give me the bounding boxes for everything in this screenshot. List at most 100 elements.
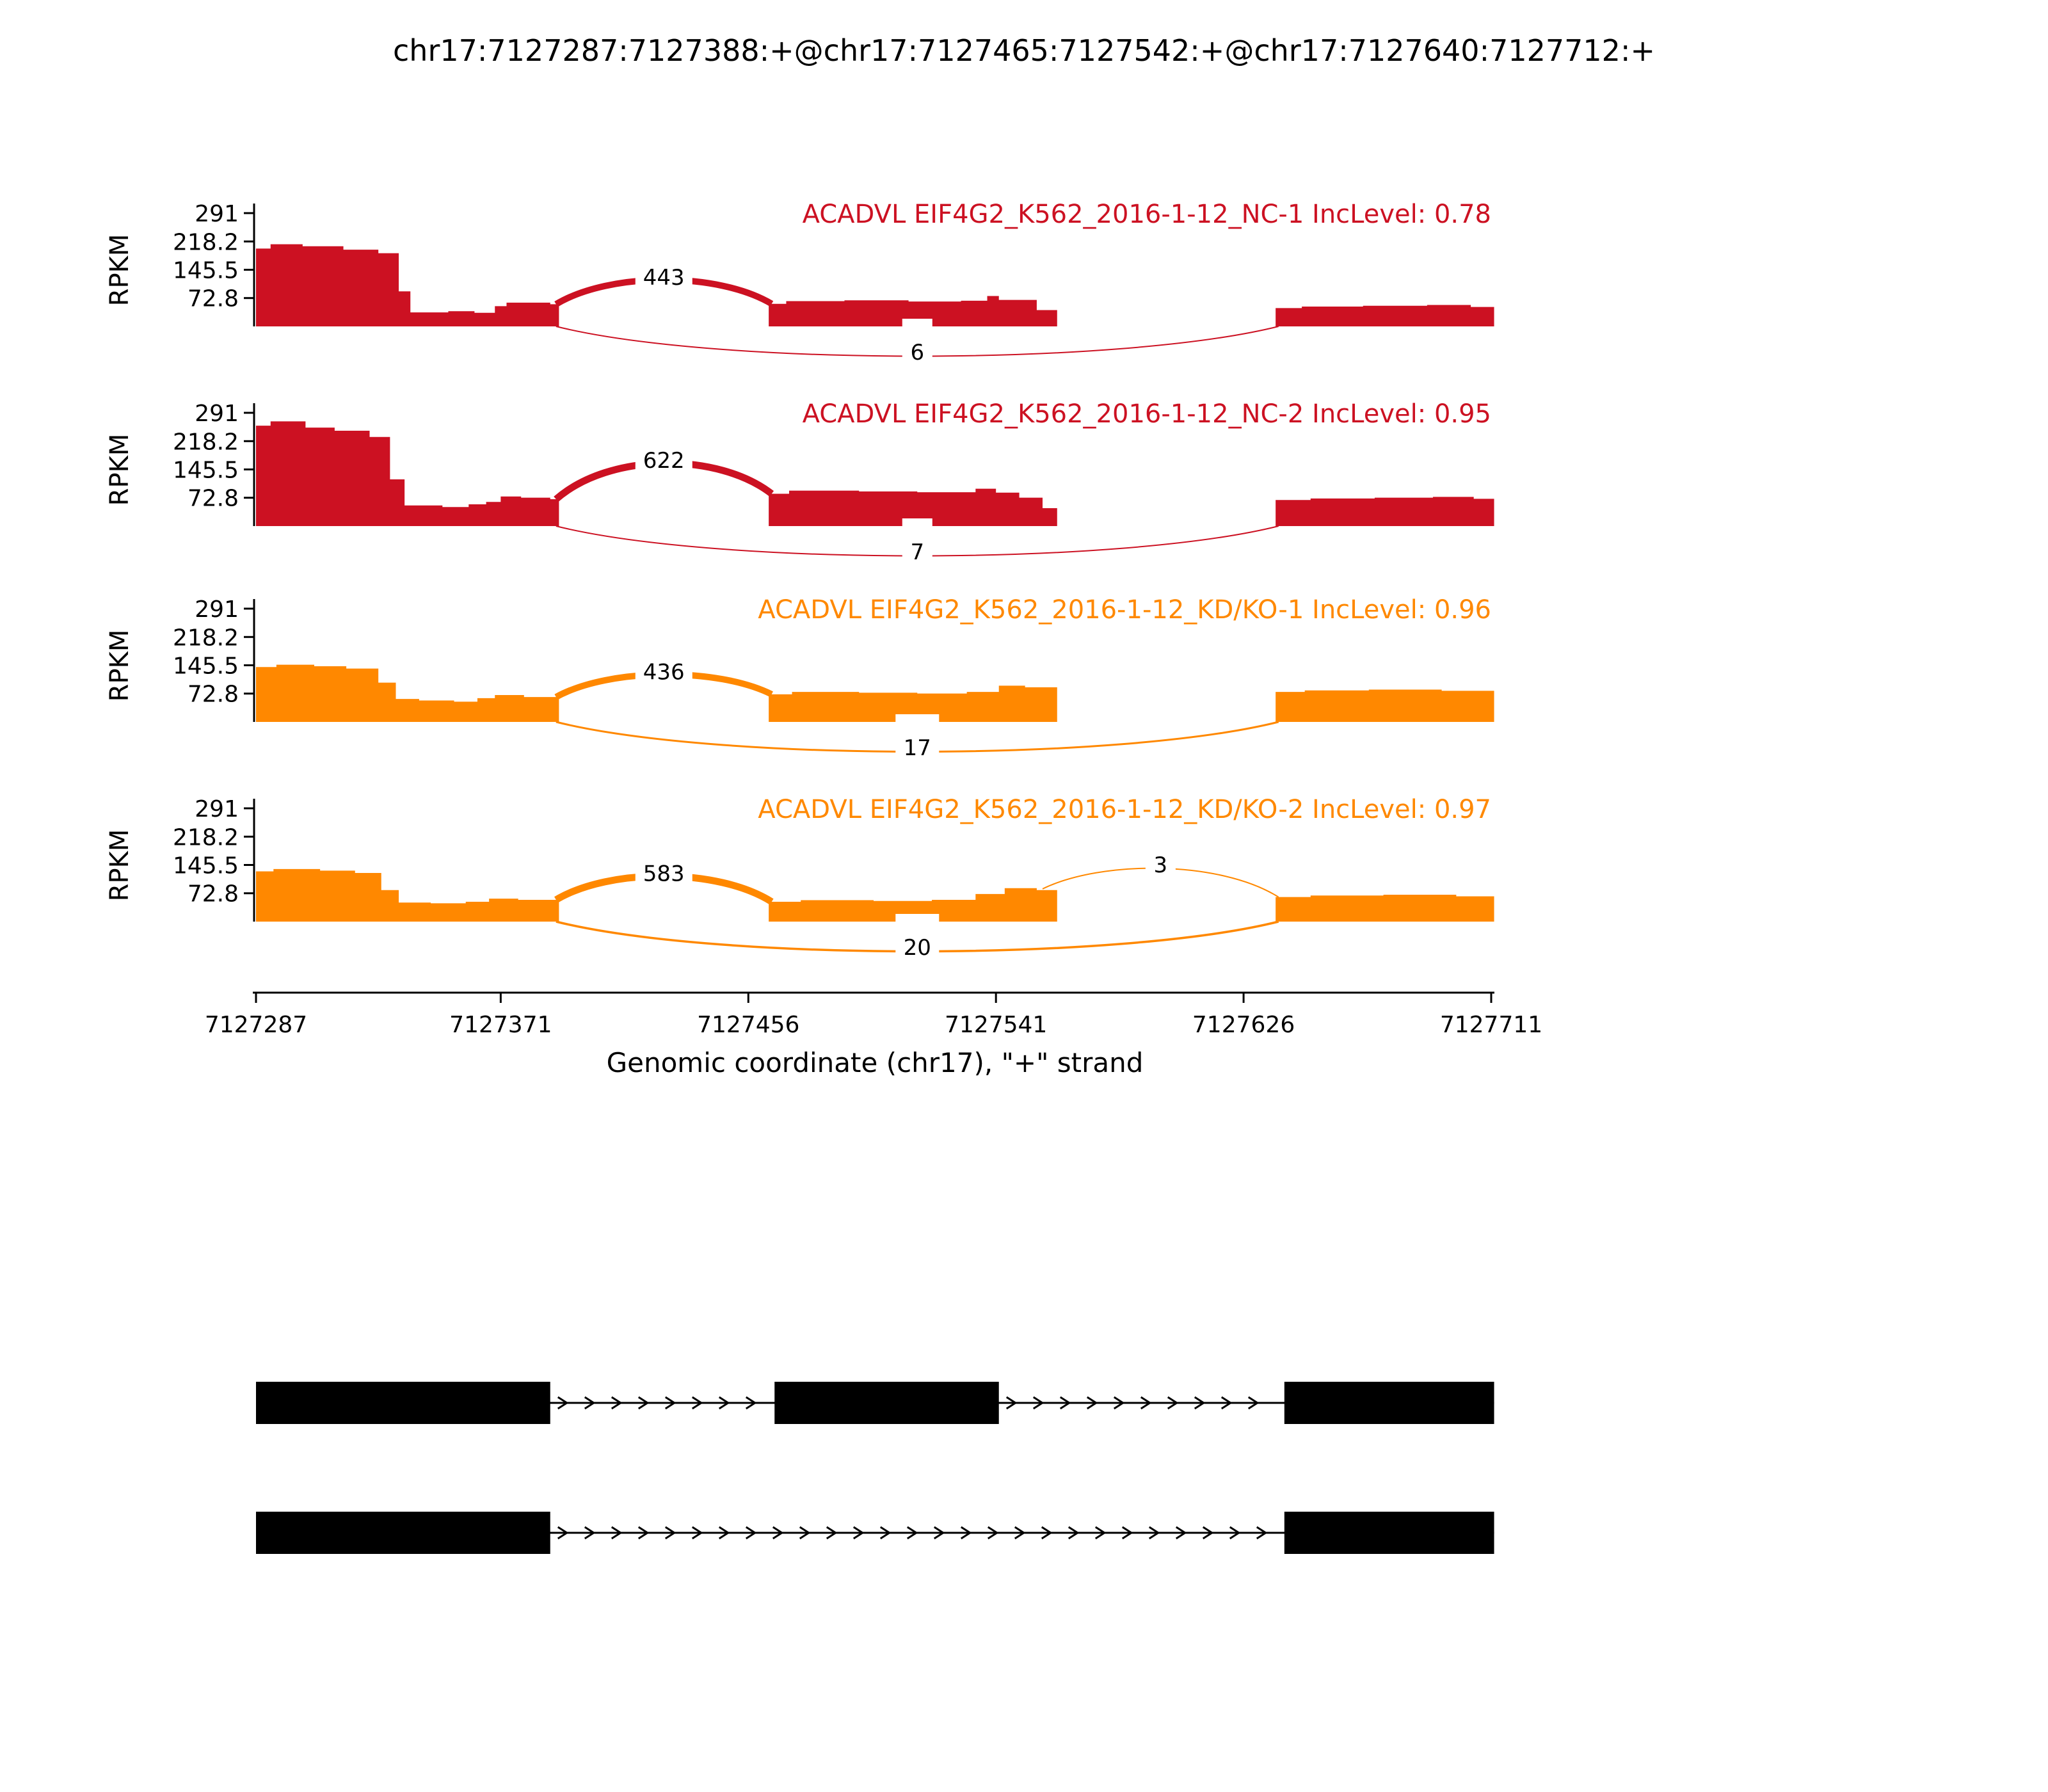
- coverage-area: [769, 888, 1057, 922]
- coverage-area: [256, 868, 559, 922]
- junction-count: 7: [910, 540, 924, 565]
- junction-count-bg: [895, 714, 940, 771]
- strand-arrow-icon: [1032, 1396, 1044, 1410]
- coverage-area: [1276, 689, 1494, 722]
- coverage-area: [769, 488, 1057, 526]
- track-label: ACADVL EIF4G2_K562_2016-1-12_NC-1 IncLev…: [803, 200, 1491, 229]
- strand-arrow-icon: [1041, 1526, 1053, 1540]
- strand-arrow-icon: [1194, 1396, 1206, 1410]
- y-tick-label: 218.2: [173, 824, 239, 851]
- x-tick-label: 7127711: [1440, 1012, 1542, 1038]
- junction-count-bg: [895, 914, 940, 970]
- coverage-area: [256, 664, 559, 722]
- exon-block: [256, 1382, 550, 1424]
- strand-arrow-icon: [987, 1526, 999, 1540]
- strand-arrow-icon: [1202, 1526, 1214, 1540]
- junction-count-bg: [902, 319, 932, 375]
- strand-arrow-icon: [960, 1526, 972, 1540]
- strand-arrow-icon: [637, 1526, 650, 1540]
- coverage-area: [256, 244, 559, 326]
- coverage-area: [1276, 497, 1494, 526]
- strand-arrow-icon: [718, 1396, 730, 1410]
- strand-arrow-icon: [1175, 1526, 1187, 1540]
- junction-count-bg: [1145, 848, 1176, 882]
- y-tick-label: 145.5: [173, 853, 239, 879]
- strand-arrow-icon: [664, 1526, 676, 1540]
- strand-arrow-icon: [1220, 1396, 1233, 1410]
- strand-arrow-icon: [852, 1526, 865, 1540]
- strand-arrow-icon: [1059, 1396, 1071, 1410]
- strand-arrow-icon: [1113, 1396, 1125, 1410]
- junction-count: 3: [1154, 852, 1168, 878]
- strand-arrow-icon: [745, 1526, 757, 1540]
- strand-arrow-icon: [557, 1396, 569, 1410]
- strand-arrow-icon: [584, 1396, 596, 1410]
- exon-block: [774, 1382, 999, 1424]
- junction-count: 20: [904, 935, 931, 961]
- track-label: ACADVL EIF4G2_K562_2016-1-12_KD/KO-1 Inc…: [758, 595, 1491, 625]
- plot-title: chr17:7127287:7127388:+@chr17:7127465:71…: [393, 33, 1655, 68]
- y-axis-title: RPKM: [105, 829, 134, 902]
- y-tick-label: 218.2: [173, 229, 239, 255]
- strand-arrow-icon: [637, 1396, 650, 1410]
- strand-arrow-icon: [826, 1526, 838, 1540]
- y-axis-title: RPKM: [105, 630, 134, 702]
- junction-count: 583: [643, 861, 685, 886]
- strand-arrow-icon: [1229, 1526, 1241, 1540]
- junction-count: 622: [643, 448, 685, 474]
- coverage-area: [1276, 895, 1494, 922]
- y-tick-label: 291: [195, 596, 239, 623]
- strand-arrow-icon: [772, 1526, 784, 1540]
- y-tick-label: 72.8: [188, 881, 239, 908]
- x-tick-label: 7127287: [205, 1012, 307, 1038]
- y-tick-label: 72.8: [188, 486, 239, 512]
- x-tick-label: 7127371: [449, 1012, 552, 1038]
- strand-arrow-icon: [1014, 1526, 1026, 1540]
- junction-count-bg: [635, 655, 692, 689]
- strand-arrow-icon: [745, 1396, 757, 1410]
- strand-arrow-icon: [718, 1526, 730, 1540]
- x-tick-label: 7127626: [1192, 1012, 1295, 1038]
- coverage-area: [1276, 305, 1494, 326]
- y-tick-label: 72.8: [188, 286, 239, 312]
- junction-count-bg: [902, 518, 932, 575]
- strand-arrow-icon: [557, 1526, 569, 1540]
- junction-count-bg: [635, 443, 692, 477]
- strand-arrow-icon: [611, 1396, 623, 1410]
- strand-arrow-icon: [1094, 1526, 1107, 1540]
- coverage-area: [256, 421, 559, 526]
- strand-arrow-icon: [1086, 1396, 1098, 1410]
- track-label: ACADVL EIF4G2_K562_2016-1-12_KD/KO-2 Inc…: [758, 795, 1491, 824]
- strand-arrow-icon: [1247, 1396, 1260, 1410]
- strand-arrow-icon: [1140, 1396, 1152, 1410]
- y-axis-title: RPKM: [105, 234, 134, 307]
- junction-count: 17: [904, 735, 931, 761]
- junction-count-bg: [635, 260, 692, 294]
- y-tick-label: 291: [195, 796, 239, 822]
- coverage-area: [769, 296, 1057, 326]
- strand-arrow-icon: [1256, 1526, 1268, 1540]
- strand-arrow-icon: [691, 1526, 703, 1540]
- strand-arrow-icon: [611, 1526, 623, 1540]
- y-tick-label: 145.5: [173, 258, 239, 284]
- junction-count-bg: [635, 856, 692, 890]
- strand-arrow-icon: [1005, 1396, 1018, 1410]
- exon-block: [256, 1512, 550, 1554]
- exon-block: [1284, 1382, 1494, 1424]
- y-axis-title: RPKM: [105, 434, 134, 506]
- strand-arrow-icon: [879, 1526, 892, 1540]
- strand-arrow-icon: [1121, 1526, 1133, 1540]
- junction-count: 443: [643, 265, 685, 291]
- y-tick-label: 291: [195, 401, 239, 427]
- strand-arrow-icon: [799, 1526, 811, 1540]
- y-tick-label: 291: [195, 201, 239, 227]
- y-tick-label: 72.8: [188, 682, 239, 708]
- y-tick-label: 145.5: [173, 458, 239, 484]
- coverage-area: [769, 685, 1057, 722]
- strand-arrow-icon: [1068, 1526, 1080, 1540]
- strand-arrow-icon: [1148, 1526, 1160, 1540]
- y-tick-label: 218.2: [173, 429, 239, 455]
- x-axis-label: Genomic coordinate (chr17), "+" strand: [606, 1047, 1144, 1078]
- y-tick-label: 145.5: [173, 653, 239, 680]
